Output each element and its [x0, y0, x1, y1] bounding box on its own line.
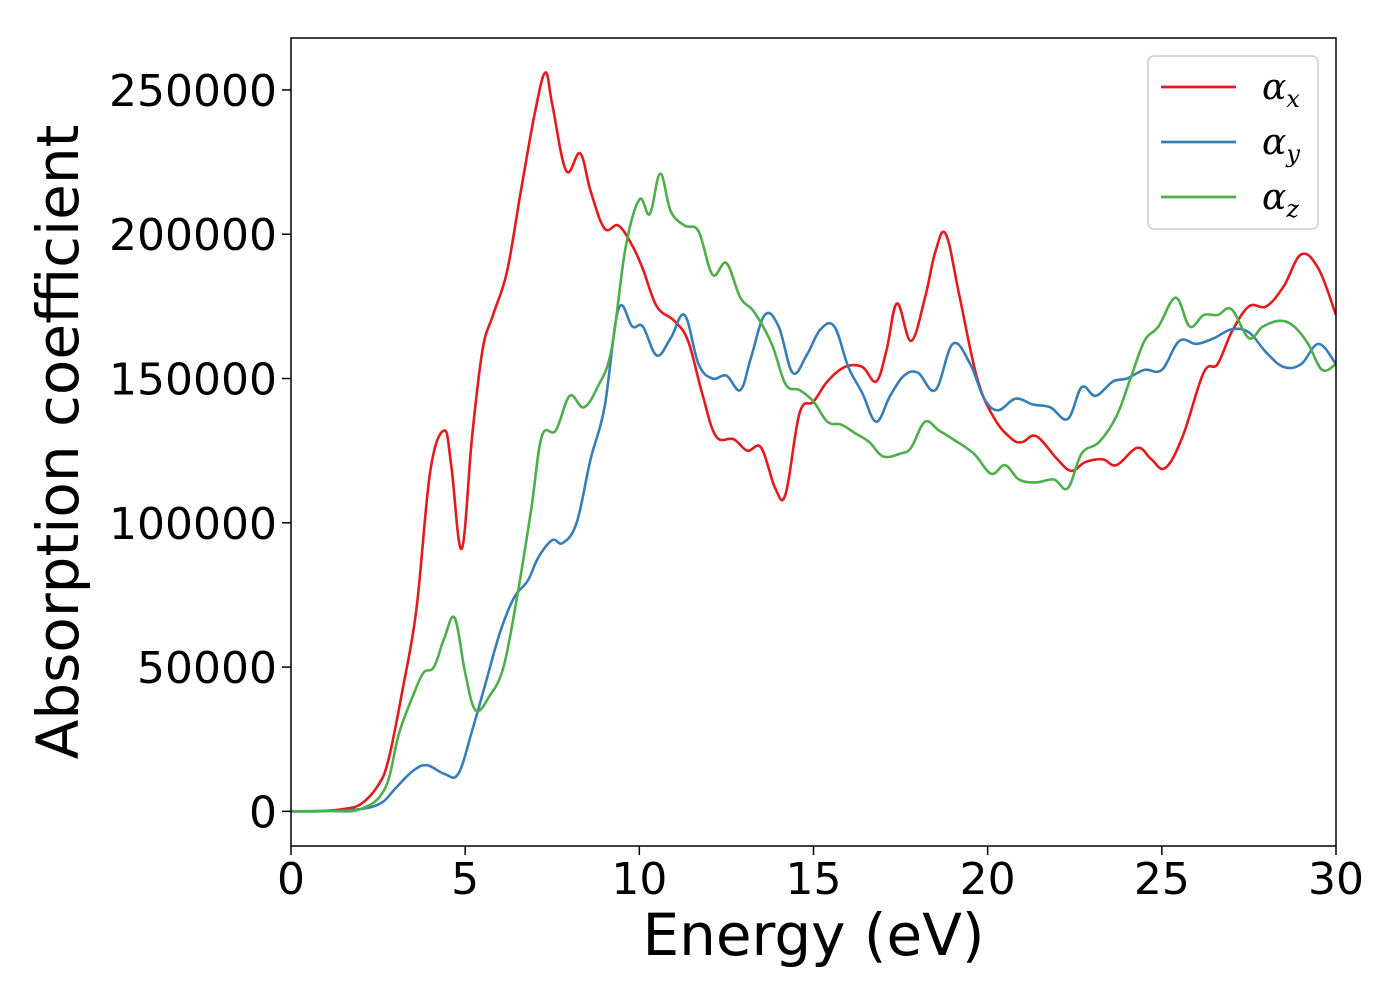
x-tick-label: 0: [277, 854, 305, 905]
y-axis: 0 50000 100000 150000 200000 250000: [109, 66, 291, 838]
legend-label-y: αy: [1262, 122, 1300, 168]
x-tick-label: 20: [960, 854, 1016, 905]
y-tick-label: 150000: [109, 355, 277, 406]
series-line-x: [291, 71, 1336, 813]
y-tick-label: 200000: [109, 210, 277, 261]
legend: αx αy αz: [1147, 55, 1319, 230]
x-tick-label: 5: [451, 854, 479, 905]
y-tick-label: 100000: [109, 499, 277, 550]
series-line-z: [291, 172, 1336, 813]
y-axis-title: Absorption coefficient: [24, 125, 92, 760]
x-tick-label: 30: [1308, 854, 1364, 905]
x-tick-label: 25: [1134, 854, 1190, 905]
x-tick-label: 15: [786, 854, 842, 905]
y-tick-label: 50000: [137, 643, 277, 694]
legend-label-x: αx: [1262, 67, 1300, 113]
x-axis-title: Energy (eV): [642, 901, 984, 969]
y-tick-label: 250000: [109, 66, 277, 117]
y-tick-label: 0: [249, 787, 277, 838]
series-line-y: [291, 304, 1336, 813]
x-tick-label: 10: [611, 854, 667, 905]
x-axis: 0 5 10 15 20 25 30: [277, 846, 1364, 905]
legend-label-z: αz: [1262, 177, 1299, 223]
series-layer: [291, 71, 1336, 813]
